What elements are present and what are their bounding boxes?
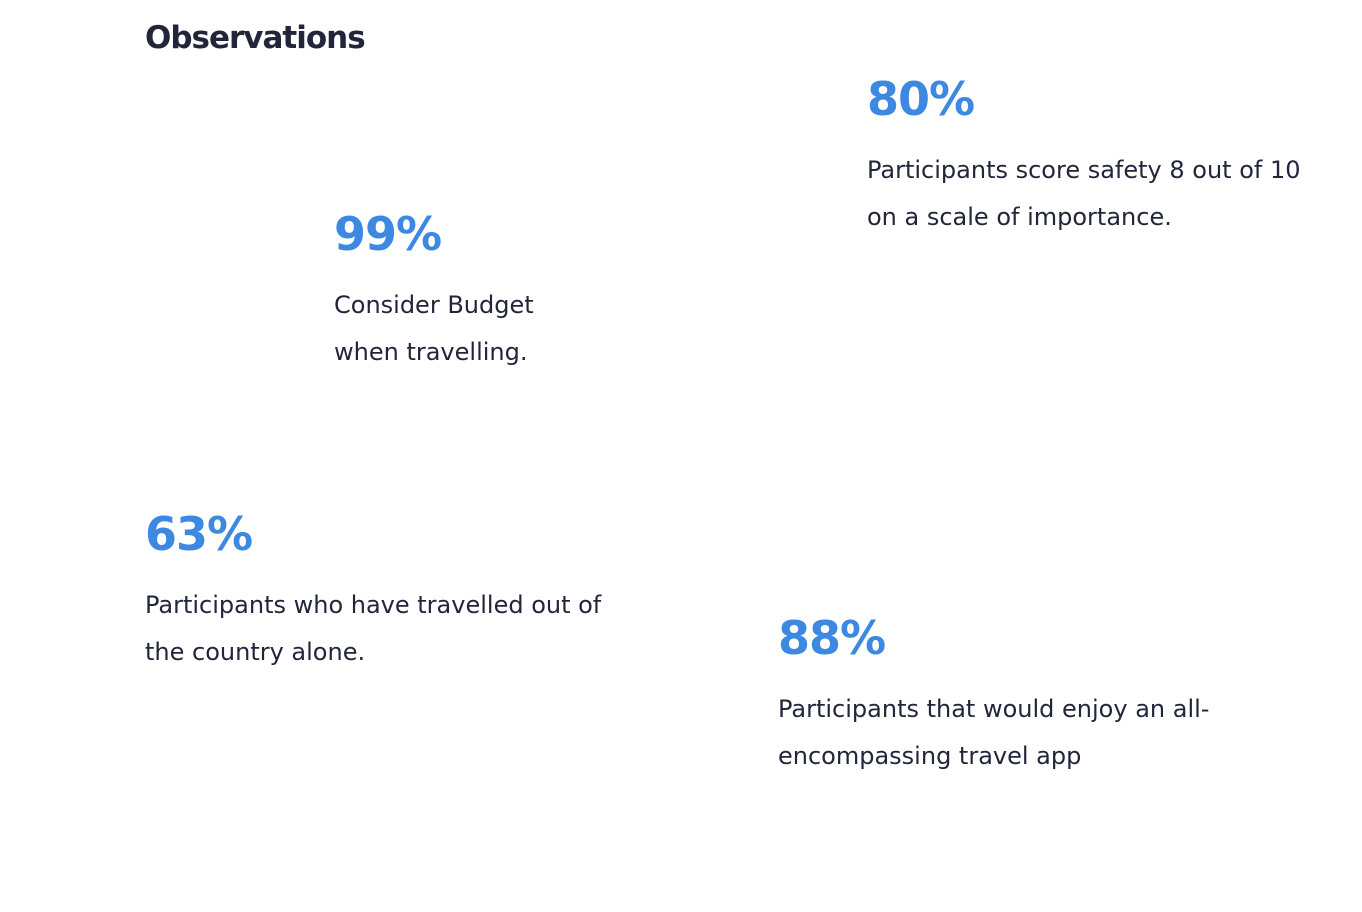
stat-safety-importance: 80% Participants score safety 8 out of 1…: [867, 71, 1327, 241]
stat-value: 80%: [867, 72, 975, 126]
stat-value: 63%: [145, 507, 253, 561]
stat-budget: 99% Consider Budget when travelling.: [334, 206, 594, 376]
stat-value: 88%: [778, 611, 886, 665]
stat-travel-app: 88% Participants that would enjoy an all…: [778, 610, 1298, 780]
stat-description: Participants score safety 8 out of 10 on…: [867, 156, 1301, 231]
stat-description: Participants who have travelled out of t…: [145, 591, 602, 666]
stat-value: 99%: [334, 207, 442, 261]
stat-solo-travel: 63% Participants who have travelled out …: [145, 506, 615, 676]
page-title: Observations: [145, 20, 366, 56]
stat-description: Consider Budget when travelling.: [334, 291, 534, 366]
stat-description: Participants that would enjoy an all-enc…: [778, 695, 1210, 770]
